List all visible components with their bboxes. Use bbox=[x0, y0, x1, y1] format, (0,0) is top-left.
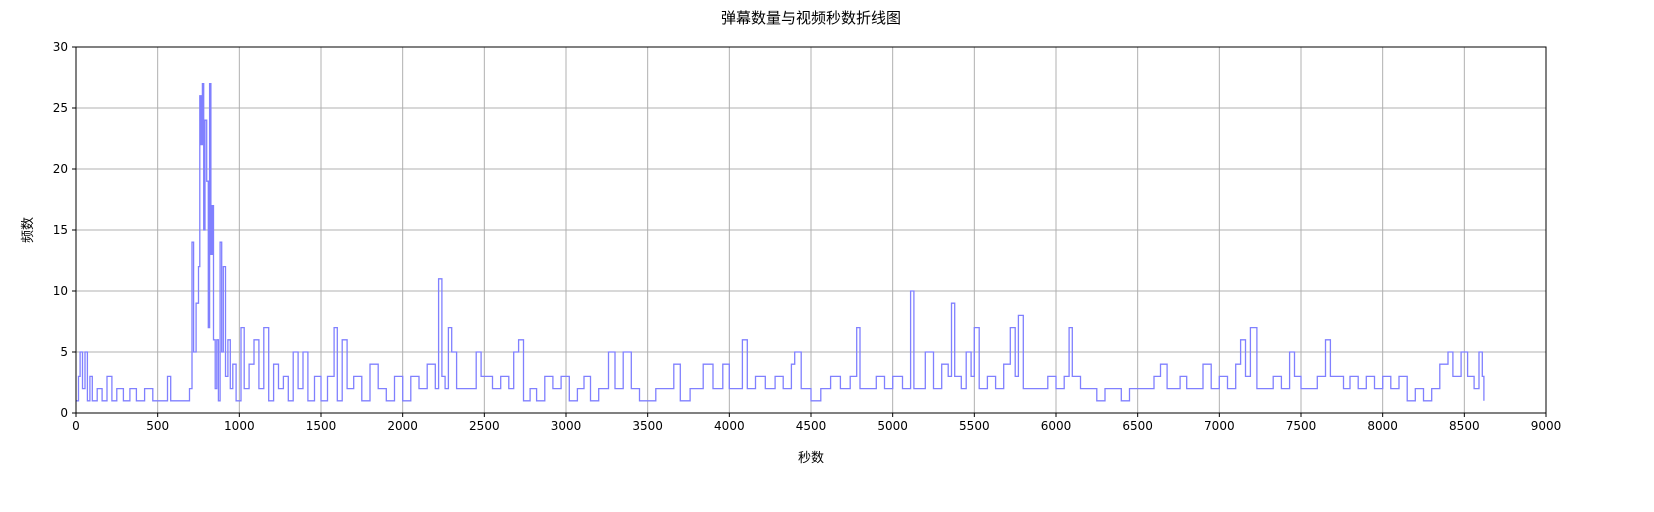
x-tick-label: 5000 bbox=[877, 419, 908, 433]
x-tick-label: 6000 bbox=[1041, 419, 1072, 433]
x-tick-label: 8000 bbox=[1367, 419, 1398, 433]
series-line-0 bbox=[76, 82, 1485, 402]
x-tick-label: 500 bbox=[146, 419, 169, 433]
x-tick-label: 7000 bbox=[1204, 419, 1235, 433]
x-tick-label: 3000 bbox=[551, 419, 582, 433]
y-tick-label: 10 bbox=[53, 284, 68, 298]
x-tick-label: 1500 bbox=[306, 419, 337, 433]
x-tick-label: 5500 bbox=[959, 419, 990, 433]
x-tick-label: 2500 bbox=[469, 419, 500, 433]
y-axis-label: 频数 bbox=[21, 217, 36, 243]
series-group bbox=[76, 82, 1485, 402]
x-tick-label: 0 bbox=[72, 419, 80, 433]
x-tick-label: 2000 bbox=[387, 419, 418, 433]
y-tick-label: 0 bbox=[60, 406, 68, 420]
x-tick-label: 8500 bbox=[1449, 419, 1480, 433]
x-tick-label: 4000 bbox=[714, 419, 745, 433]
chart-title: 弹幕数量与视频秒数折线图 bbox=[721, 9, 901, 27]
grid-lines bbox=[75, 46, 1547, 414]
x-tick-label: 6500 bbox=[1122, 419, 1153, 433]
x-tick-label: 9000 bbox=[1531, 419, 1562, 433]
y-tick-label: 15 bbox=[53, 223, 68, 237]
y-axis: 0 5 10 15 20 25 30 bbox=[53, 40, 76, 420]
x-tick-label: 1000 bbox=[224, 419, 255, 433]
y-tick-label: 5 bbox=[60, 345, 68, 359]
y-tick-label: 30 bbox=[53, 40, 68, 54]
x-axis: 0 500 1000 1500 2000 2500 3000 3500 4000 4500 5000… bbox=[72, 413, 1561, 433]
x-axis-label: 秒数 bbox=[798, 451, 824, 466]
y-tick-label: 25 bbox=[53, 101, 68, 115]
x-tick-label: 3500 bbox=[632, 419, 663, 433]
y-tick-label: 20 bbox=[53, 162, 68, 176]
x-tick-label: 4500 bbox=[796, 419, 827, 433]
x-tick-label: 7500 bbox=[1286, 419, 1317, 433]
